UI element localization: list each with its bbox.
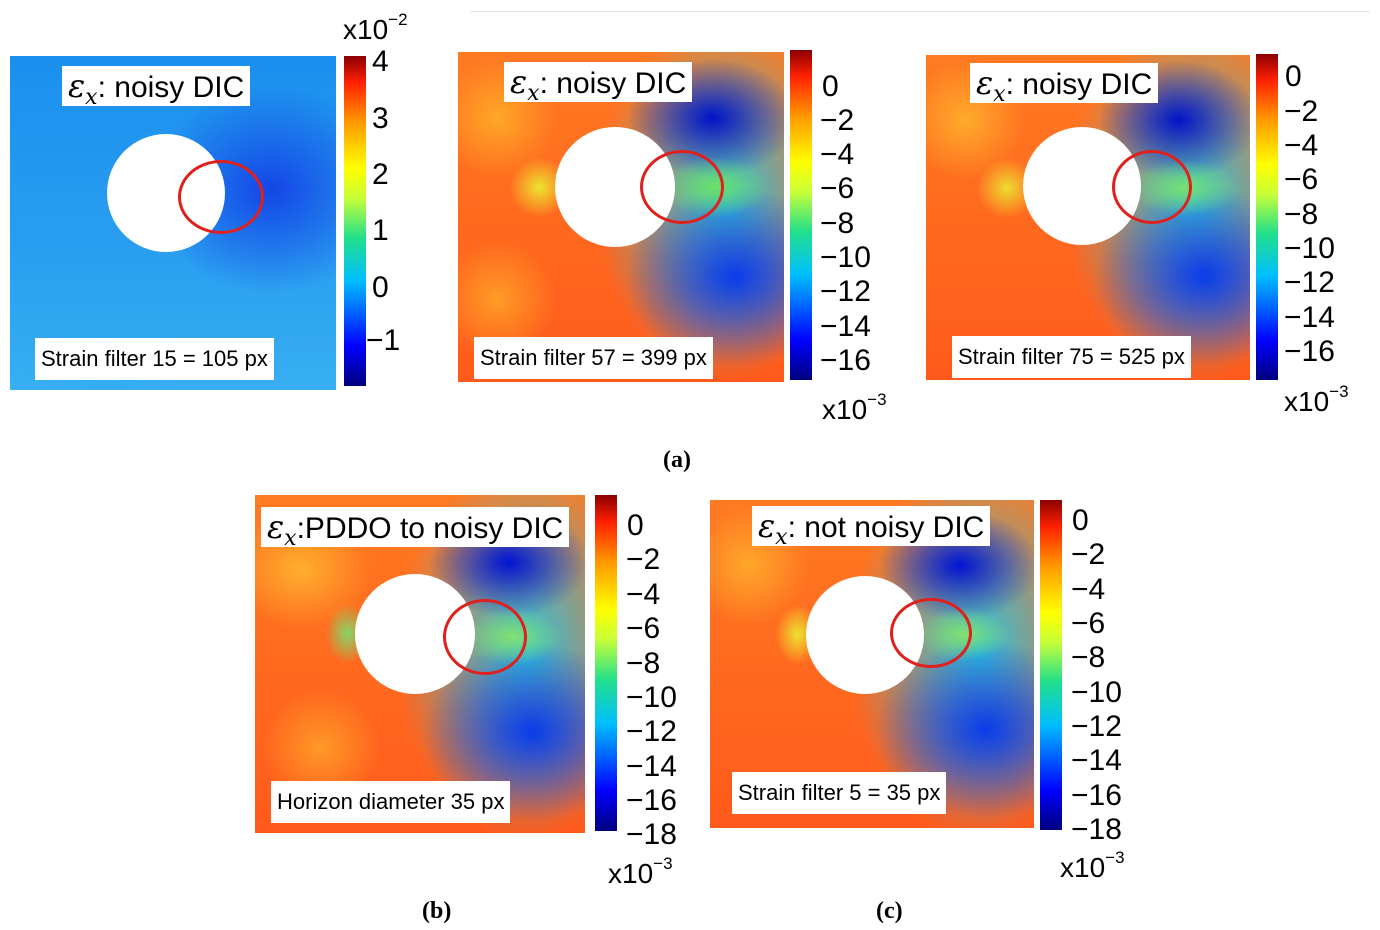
- colorbar-tick-3-1: −2: [1284, 95, 1319, 128]
- colorbar-tick-5-7: −14: [1071, 744, 1122, 777]
- strain-map-panel-4: εx:PDDO to noisy DIC Horizon diameter 35…: [255, 495, 585, 833]
- colorbar-tick-5-5: −10: [1071, 676, 1122, 709]
- colorbar-tick-4-2: −4: [626, 578, 661, 611]
- colorbar-exponent-2: x10−3: [822, 390, 887, 425]
- subfigure-label-a: (a): [663, 447, 691, 473]
- filter-label-4: Horizon diameter 35 px: [271, 781, 511, 823]
- colorbar-tick-3-2: −4: [1284, 129, 1319, 162]
- colorbar-tick-2-2: −4: [820, 138, 855, 171]
- panel-title-3: εx: noisy DIC: [970, 63, 1159, 107]
- colorbar-tick-3-3: −6: [1284, 163, 1319, 196]
- colorbar-tick-1-3: 1: [372, 214, 389, 247]
- filter-label-1: Strain filter 15 = 105 px: [35, 338, 274, 380]
- colorbar-tick-2-0: 0: [822, 70, 839, 103]
- strain-map-panel-5: εx: not noisy DIC Strain filter 5 = 35 p…: [710, 500, 1034, 828]
- top-rule: [470, 11, 1370, 12]
- panel-title-1: εx: noisy DIC: [62, 66, 251, 110]
- subfigure-label-c: (c): [876, 898, 903, 924]
- strain-map-panel-2: εx: noisy DIC Strain filter 57 = 399 px: [458, 52, 784, 382]
- colorbar-tick-2-6: −12: [820, 275, 871, 308]
- colorbar-tick-5-1: −2: [1071, 538, 1106, 571]
- colorbar-tick-5-3: −6: [1071, 607, 1106, 640]
- colorbar-4: [595, 495, 617, 831]
- colorbar-tick-4-5: −10: [626, 681, 677, 714]
- colorbar-2: [790, 50, 812, 380]
- colorbar-tick-4-4: −8: [626, 647, 661, 680]
- colorbar-tick-5-6: −12: [1071, 710, 1122, 743]
- colorbar-tick-3-5: −10: [1284, 232, 1335, 265]
- colorbar-tick-5-4: −8: [1071, 641, 1106, 674]
- colorbar-exponent-5: x10−3: [1060, 848, 1125, 883]
- colorbar-tick-5-0: 0: [1072, 504, 1089, 537]
- crack-ring-4: [443, 599, 527, 675]
- strain-map-panel-1: εx: noisy DIC Strain filter 15 = 105 px: [10, 56, 336, 390]
- colorbar-tick-1-4: 0: [372, 271, 389, 304]
- colorbar-tick-5-9: −18: [1071, 813, 1122, 846]
- colorbar-tick-2-8: −16: [820, 344, 871, 377]
- colorbar-tick-4-7: −14: [626, 750, 677, 783]
- subfigure-label-b: (b): [422, 898, 452, 924]
- colorbar-tick-2-5: −10: [820, 241, 871, 274]
- colorbar-tick-5-8: −16: [1071, 779, 1122, 812]
- colorbar-3: [1256, 54, 1278, 380]
- colorbar-tick-1-5: −1: [366, 324, 401, 357]
- colorbar-exponent-4: x10−3: [608, 854, 673, 889]
- filter-label-2: Strain filter 57 = 399 px: [474, 337, 713, 379]
- crack-ring-5: [890, 598, 972, 668]
- colorbar-1: [344, 56, 366, 386]
- colorbar-tick-3-8: −16: [1284, 335, 1335, 368]
- filter-label-3: Strain filter 75 = 525 px: [952, 336, 1191, 378]
- colorbar-tick-3-6: −12: [1284, 266, 1335, 299]
- strain-map-panel-3: εx: noisy DIC Strain filter 75 = 525 px: [926, 55, 1250, 380]
- colorbar-tick-1-2: 2: [372, 158, 389, 191]
- colorbar-tick-2-7: −14: [820, 310, 871, 343]
- colorbar-exponent-3: x10−3: [1284, 382, 1349, 417]
- crack-ring-2: [640, 150, 724, 224]
- colorbar-tick-4-9: −18: [626, 818, 677, 851]
- colorbar-tick-2-4: −8: [820, 207, 855, 240]
- crack-ring-3: [1112, 150, 1192, 224]
- panel-title-5: εx: not noisy DIC: [752, 506, 991, 550]
- colorbar-tick-4-8: −16: [626, 784, 677, 817]
- colorbar-tick-4-6: −12: [626, 715, 677, 748]
- colorbar-tick-1-1: 3: [372, 102, 389, 135]
- colorbar-tick-3-0: 0: [1285, 60, 1302, 93]
- colorbar-tick-5-2: −4: [1071, 573, 1106, 606]
- colorbar-tick-4-3: −6: [626, 612, 661, 645]
- colorbar-tick-2-1: −2: [820, 104, 855, 137]
- panel-title-2: εx: noisy DIC: [504, 62, 693, 106]
- panel-title-4: εx:PDDO to noisy DIC: [261, 507, 570, 551]
- colorbar-tick-4-1: −2: [626, 543, 661, 576]
- colorbar-tick-3-7: −14: [1284, 301, 1335, 334]
- colorbar-exponent-1: x10−2: [343, 10, 408, 45]
- colorbar-tick-2-3: −6: [820, 172, 855, 205]
- crack-ring-1: [178, 160, 264, 234]
- colorbar-tick-3-4: −8: [1284, 198, 1319, 231]
- colorbar-tick-1-0: 4: [372, 45, 389, 78]
- colorbar-tick-4-0: 0: [627, 509, 644, 542]
- filter-label-5: Strain filter 5 = 35 px: [732, 772, 947, 814]
- colorbar-5: [1040, 500, 1062, 830]
